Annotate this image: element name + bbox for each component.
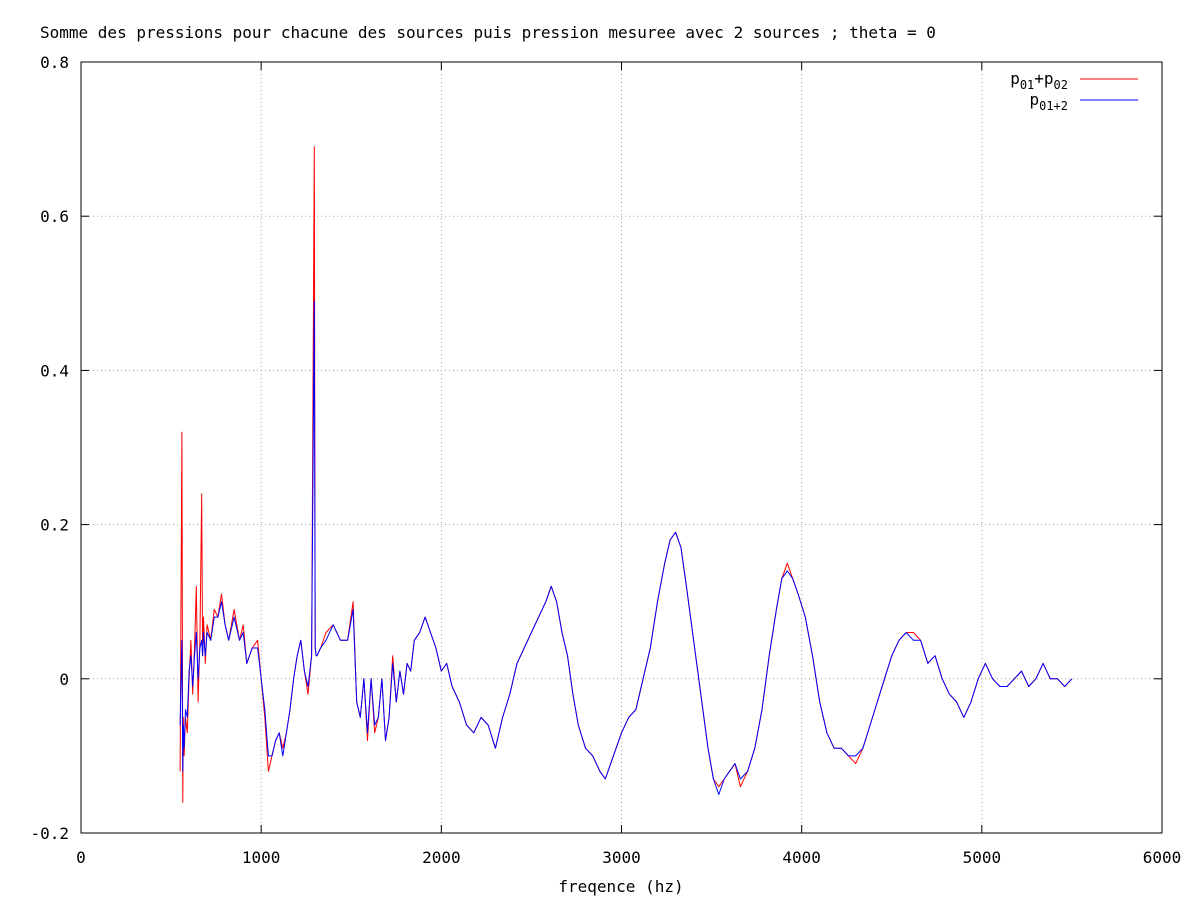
plot-frame — [80, 61, 1163, 834]
x-tick-label: 1000 — [242, 848, 281, 867]
series-line-2 — [179, 300, 1073, 795]
y-tick-label: -0.2 — [30, 824, 69, 843]
y-tick-label: 0.4 — [40, 361, 69, 380]
legend-text-part: p — [1029, 90, 1039, 109]
y-tick-label: 0.6 — [40, 207, 69, 226]
x-tick-label: 3000 — [602, 848, 641, 867]
ticks: 0 1000 2000 3000 4000 5000 6000 -0.2 0 0.2 0.4 0.6 0… — [30, 53, 1181, 867]
x-axis-label: freqence (hz) — [558, 877, 683, 896]
y-tick-label: 0 — [59, 670, 69, 689]
x-tick-label: 2000 — [422, 848, 461, 867]
x-tick-label: 0 — [76, 848, 86, 867]
x-tick-label: 5000 — [963, 848, 1002, 867]
grid — [81, 62, 1162, 833]
legend-text-part: +p — [1034, 69, 1053, 88]
legend-text-part: 02 — [1054, 78, 1068, 92]
legend-label-1: p01+p02 — [1010, 69, 1068, 92]
series-line-1 — [179, 146, 1073, 803]
chart-title: Somme des pressions pour chacune des sou… — [40, 23, 936, 42]
y-tick-label: 0.2 — [40, 516, 69, 535]
legend-label-2: p01+2 — [1029, 90, 1068, 113]
legend-text-part: 01 — [1020, 78, 1034, 92]
x-tick-label: 4000 — [782, 848, 821, 867]
y-tick-label: 0.8 — [40, 53, 69, 72]
x-tick-label: 6000 — [1143, 848, 1182, 867]
series-layer — [179, 146, 1073, 803]
legend-text-part: 01+2 — [1039, 99, 1068, 113]
legend-text-part: p — [1010, 69, 1020, 88]
